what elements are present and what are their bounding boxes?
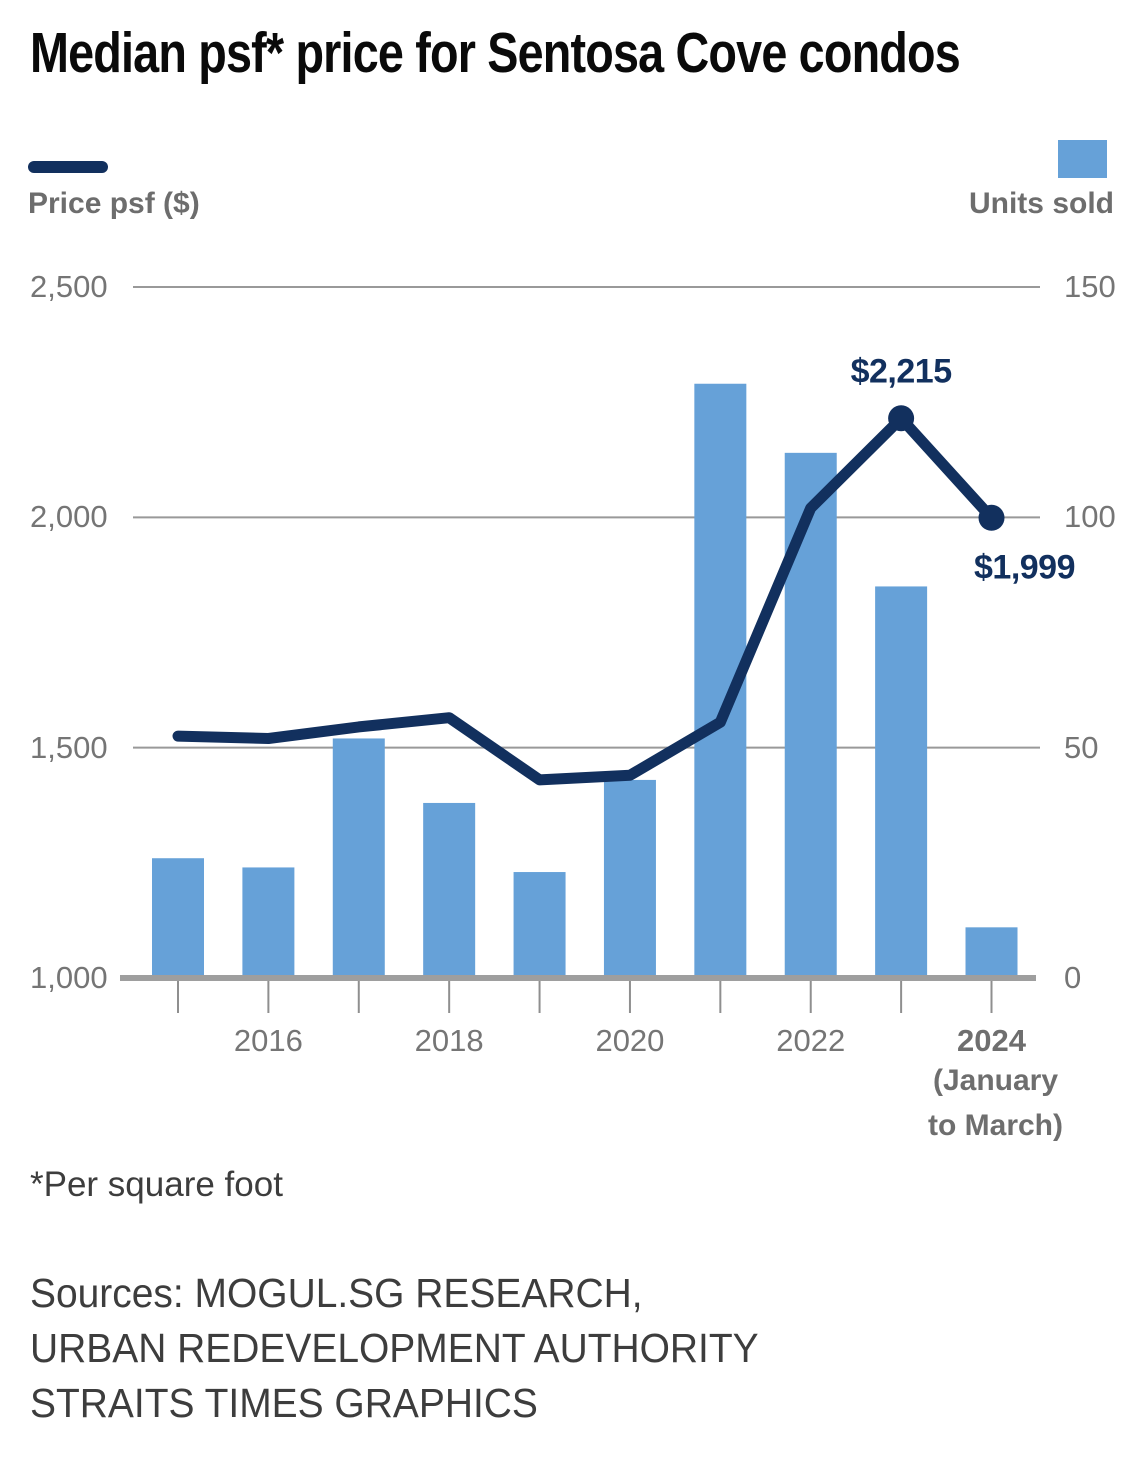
source-line: STRAITS TIMES GRAPHICS xyxy=(30,1380,538,1426)
legend-label-units: Units sold xyxy=(968,187,1114,220)
annotation-2024: $1,999 xyxy=(974,548,1076,587)
source-line: URBAN REDEVELOPMENT AUTHORITY xyxy=(30,1325,759,1371)
x-axis-label-2024: 2024 xyxy=(957,1023,1026,1058)
y-axis-label-left-1,000: 1,000 xyxy=(30,960,108,995)
y-axis-label-right-100: 100 xyxy=(1064,499,1116,535)
page-title: Median psf* price for Sentosa Cove condo… xyxy=(30,21,961,85)
bar-2016 xyxy=(242,867,295,978)
bar-2015 xyxy=(152,858,204,978)
y-axis-label-right-150: 150 xyxy=(1064,269,1116,304)
bar-2023 xyxy=(875,586,928,978)
data-point-marker-2024 xyxy=(978,504,1005,531)
x-axis-sublabel-line2: to March) xyxy=(928,1109,1063,1142)
sources-block: Sources: MOGUL.SG RESEARCH, URBAN REDEVE… xyxy=(30,1266,759,1431)
bar-2020 xyxy=(603,779,656,978)
data-point-marker-2023 xyxy=(888,405,915,432)
source-line: Sources: MOGUL.SG RESEARCH, xyxy=(30,1270,643,1316)
x-axis-label-2016: 2016 xyxy=(233,1023,303,1058)
x-axis-label-2018: 2018 xyxy=(414,1023,484,1058)
annotation-2023: $2,215 xyxy=(850,352,953,391)
chart-plot-area xyxy=(120,286,1040,1013)
price-line-path xyxy=(172,412,997,786)
legend-bar-swatch xyxy=(1058,140,1107,178)
x-axis-sublabel-line1: (January xyxy=(932,1064,1059,1097)
y-axis-label-left-2,000: 2,000 xyxy=(30,499,108,535)
bar-2019 xyxy=(513,872,566,978)
x-axis-label-2022: 2022 xyxy=(776,1023,846,1058)
bar-2024 xyxy=(965,927,1018,978)
legend-line-swatch xyxy=(28,161,108,173)
y-axis-label-left-2,500: 2,500 xyxy=(30,269,108,304)
y-axis-label-left-1,500: 1,500 xyxy=(30,729,108,765)
y-axis-label-right-50: 50 xyxy=(1064,729,1099,765)
bar-2022 xyxy=(784,452,837,979)
bar-2017 xyxy=(332,738,385,978)
bar-2018 xyxy=(423,802,476,978)
y-axis-label-right-0: 0 xyxy=(1064,960,1082,995)
footnote: *Per square foot xyxy=(30,1165,283,1204)
x-axis-label-2020: 2020 xyxy=(595,1023,665,1058)
legend-label-price: Price psf ($) xyxy=(28,187,200,220)
